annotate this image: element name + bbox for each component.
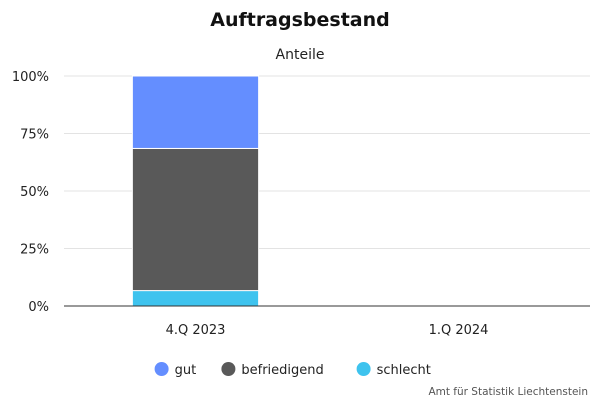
legend-swatch [221, 362, 236, 376]
y-tick-label: 75% [20, 128, 49, 143]
legend-item-gut[interactable]: gut [154, 362, 197, 378]
chart-subtitle: Anteile [276, 47, 325, 63]
legend-label: befriedigend [241, 363, 323, 378]
legend-swatch [356, 362, 371, 376]
x-tick-label: 4.Q 2023 [166, 323, 226, 338]
y-tick-label: 25% [20, 243, 49, 258]
bars [131, 75, 260, 307]
legend-item-befriedigend[interactable]: befriedigend [221, 362, 324, 378]
legend-item-schlecht[interactable]: schlecht [356, 362, 431, 378]
y-tick-label: 100% [12, 70, 49, 85]
y-axis: 0% 25% 50% 75% 100% [12, 70, 49, 315]
x-tick-label: 1.Q 2024 [429, 323, 489, 338]
legend-label: schlecht [377, 363, 431, 378]
legend-swatch [154, 362, 169, 376]
legend: gut befriedigend schlecht [154, 362, 431, 378]
bar-segment-befriedigend[interactable] [131, 147, 260, 292]
chart-title: Auftragsbestand [210, 9, 390, 31]
bar-segment-schlecht[interactable] [131, 290, 260, 307]
y-tick-label: 50% [20, 185, 49, 200]
bar-segment-gut[interactable] [131, 75, 260, 149]
x-axis: 4.Q 2023 1.Q 2024 [166, 323, 489, 338]
source-credit: Amt für Statistik Liechtenstein [428, 386, 588, 398]
y-tick-label: 0% [28, 300, 49, 315]
legend-label: gut [175, 363, 197, 378]
